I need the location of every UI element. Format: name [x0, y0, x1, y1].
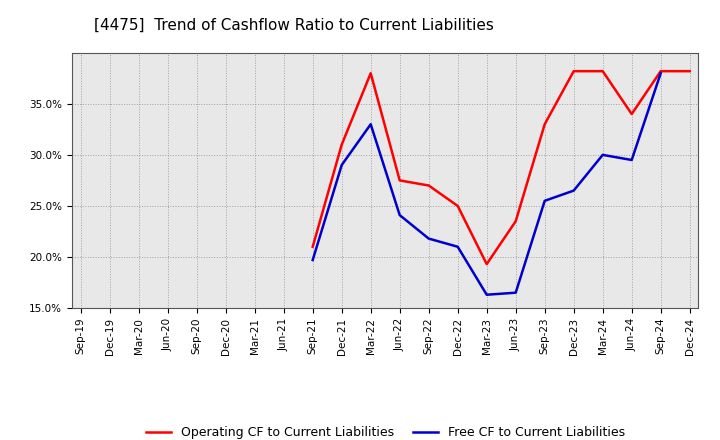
Free CF to Current Liabilities — [424, 236, 433, 241]
Free CF to Current Liabilities — [657, 70, 665, 76]
Free CF to Current Liabilities — [338, 162, 346, 168]
Operating CF to Current Liabilities — [685, 69, 694, 74]
Free CF to Current Liabilities — [541, 198, 549, 203]
Free CF to Current Liabilities — [482, 292, 491, 297]
Operating CF to Current Liabilities — [511, 219, 520, 224]
Operating CF to Current Liabilities — [454, 203, 462, 209]
Operating CF to Current Liabilities — [366, 70, 375, 76]
Operating CF to Current Liabilities — [482, 261, 491, 267]
Legend: Operating CF to Current Liabilities, Free CF to Current Liabilities: Operating CF to Current Liabilities, Fre… — [140, 422, 630, 440]
Free CF to Current Liabilities — [454, 244, 462, 249]
Operating CF to Current Liabilities — [541, 121, 549, 127]
Operating CF to Current Liabilities — [598, 69, 607, 74]
Free CF to Current Liabilities — [511, 290, 520, 295]
Line: Operating CF to Current Liabilities: Operating CF to Current Liabilities — [312, 71, 690, 264]
Text: [4475]  Trend of Cashflow Ratio to Current Liabilities: [4475] Trend of Cashflow Ratio to Curren… — [94, 18, 493, 33]
Operating CF to Current Liabilities — [338, 142, 346, 147]
Free CF to Current Liabilities — [570, 188, 578, 193]
Operating CF to Current Liabilities — [308, 244, 317, 249]
Free CF to Current Liabilities — [308, 257, 317, 263]
Free CF to Current Liabilities — [395, 213, 404, 218]
Operating CF to Current Liabilities — [424, 183, 433, 188]
Operating CF to Current Liabilities — [570, 69, 578, 74]
Operating CF to Current Liabilities — [395, 178, 404, 183]
Line: Free CF to Current Liabilities: Free CF to Current Liabilities — [312, 73, 661, 295]
Free CF to Current Liabilities — [627, 158, 636, 163]
Free CF to Current Liabilities — [366, 121, 375, 127]
Operating CF to Current Liabilities — [657, 69, 665, 74]
Operating CF to Current Liabilities — [627, 111, 636, 117]
Free CF to Current Liabilities — [598, 152, 607, 158]
